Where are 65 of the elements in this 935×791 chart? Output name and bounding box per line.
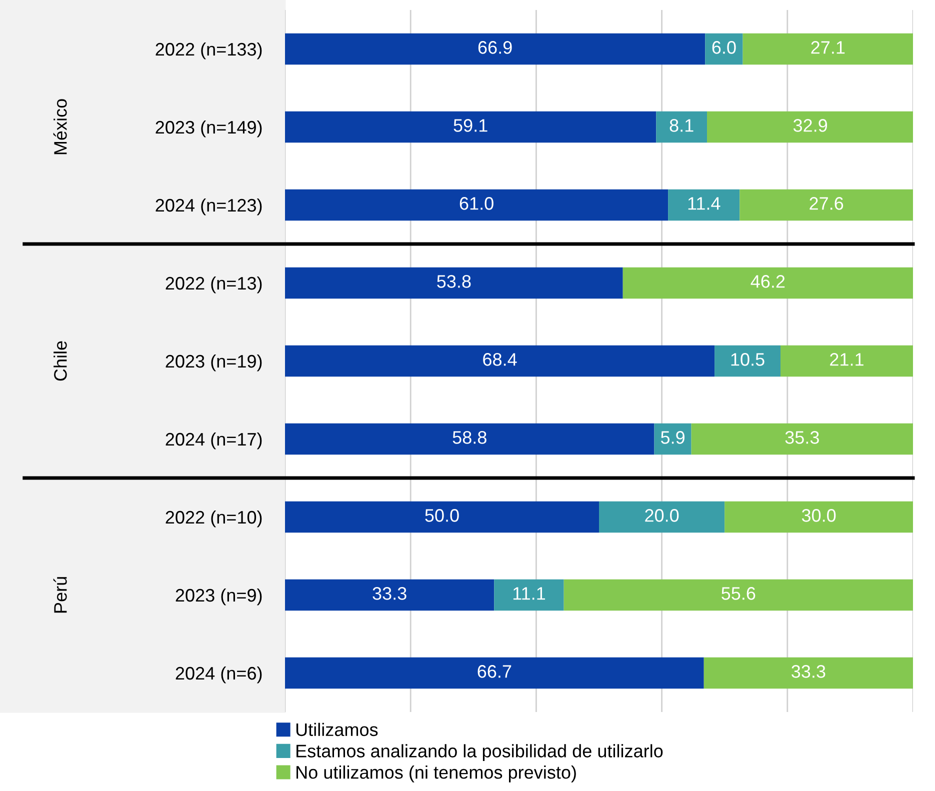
bar — [285, 657, 704, 689]
data-label: 27.6 — [810, 197, 844, 210]
text: Perú — [53, 577, 67, 613]
data-label: 21.1 — [830, 353, 864, 366]
bar — [707, 111, 913, 143]
bar — [654, 423, 692, 455]
y-tick-label: 2024 (n=17) — [166, 432, 262, 450]
data-label: 46.2 — [750, 275, 785, 288]
bar — [742, 33, 913, 65]
bar — [714, 345, 780, 377]
bar — [740, 189, 913, 221]
data-label: 33.3 — [372, 587, 406, 600]
data-label: 50.0 — [425, 509, 459, 522]
bar — [599, 501, 725, 533]
data-label: 32.9 — [793, 119, 828, 132]
y-tick-label: 2023 (n=9) — [176, 588, 262, 606]
data-label: 10.5 — [731, 353, 764, 366]
bar — [705, 33, 743, 65]
data-label: 11.4 — [688, 197, 720, 210]
data-label: 8.1 — [670, 119, 694, 132]
legend-label: Utilizamos — [296, 722, 378, 736]
y-tick-label: 2022 (n=10) — [166, 510, 262, 528]
bar — [780, 345, 913, 377]
y-tick-label: 2024 (n=123) — [156, 198, 262, 216]
legend-label: No utilizamos (ni tenemos previsto) — [296, 766, 576, 782]
data-label: 59.1 — [454, 119, 488, 132]
y-tick-label: 2022 (n=13) — [166, 276, 262, 294]
data-label: 20.0 — [645, 509, 679, 522]
data-label: 5.9 — [660, 431, 684, 444]
bar — [691, 423, 913, 455]
y-tick-label: 2022 (n=133) — [156, 42, 262, 60]
y-tick-label: 2024 (n=6) — [176, 666, 262, 684]
bar — [564, 579, 913, 611]
data-label: 11.1 — [513, 587, 546, 600]
bar — [656, 111, 708, 143]
bar — [285, 345, 715, 377]
data-label: 61.0 — [460, 197, 494, 210]
bar — [285, 189, 668, 221]
data-label: 68.4 — [483, 353, 517, 366]
text: México — [53, 99, 67, 154]
bar — [724, 501, 913, 533]
bar — [285, 423, 654, 455]
bar — [285, 579, 494, 611]
bar — [668, 189, 740, 221]
data-label: 66.9 — [478, 41, 512, 54]
text: Chile — [54, 341, 67, 381]
data-label: 35.3 — [785, 431, 819, 444]
data-label: 30.0 — [802, 509, 836, 522]
data-label: 33.3 — [792, 665, 826, 678]
bar — [285, 267, 623, 299]
data-label: 66.7 — [478, 665, 512, 678]
bar — [494, 579, 564, 611]
data-label: 27.1 — [811, 41, 845, 54]
y-tick-label: 2023 (n=149) — [156, 120, 262, 138]
legend-label: Estamos analizando la posibilidad de utilizarlo — [296, 744, 663, 762]
y-tick-label: 2023 (n=19) — [166, 354, 262, 372]
bar — [704, 657, 913, 689]
bar — [285, 111, 656, 143]
bar — [622, 267, 913, 299]
bar — [285, 501, 599, 533]
bar — [285, 33, 706, 65]
data-label: 6.0 — [712, 41, 736, 54]
data-label: 55.6 — [722, 587, 756, 600]
data-label: 53.8 — [437, 275, 471, 288]
data-label: 58.8 — [452, 431, 486, 444]
